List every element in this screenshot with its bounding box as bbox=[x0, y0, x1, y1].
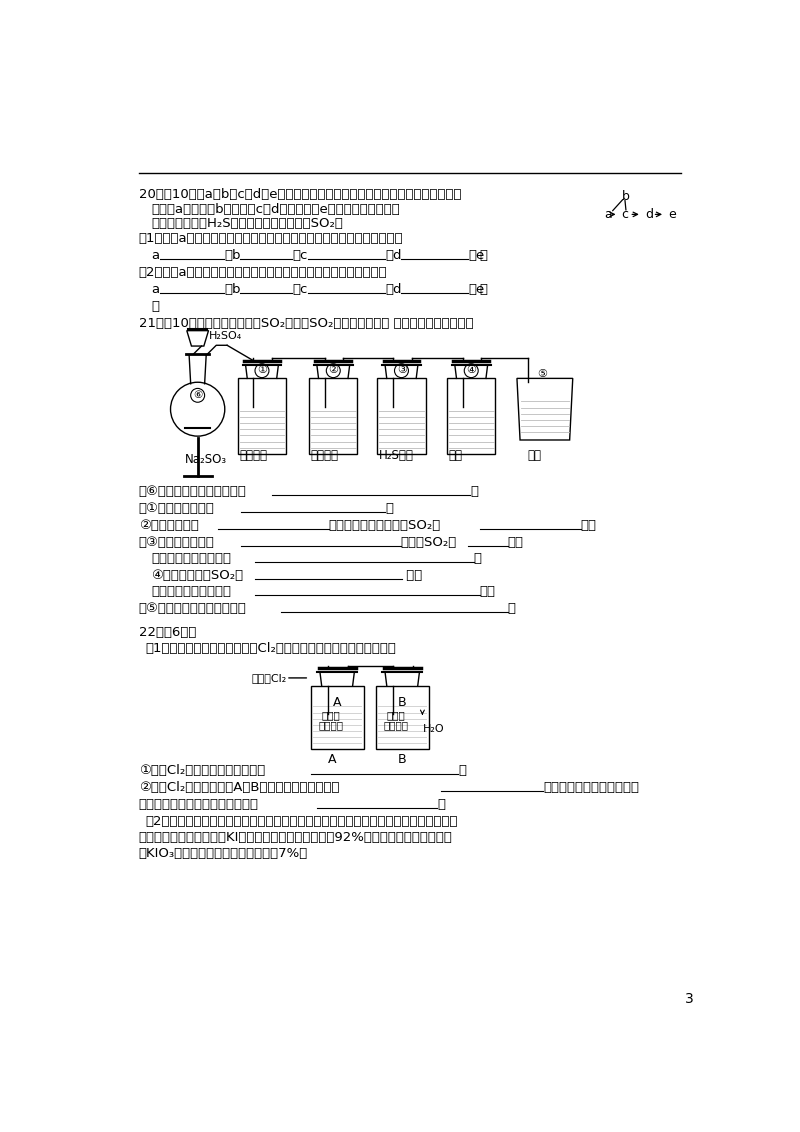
Text: 干燥的Cl₂: 干燥的Cl₂ bbox=[252, 674, 287, 684]
Text: B: B bbox=[398, 754, 406, 766]
Text: ①写出Cl₂与水反应的离子方程式: ①写出Cl₂与水反应的离子方程式 bbox=[138, 764, 265, 778]
Text: e: e bbox=[668, 208, 676, 221]
Text: 的水化物。已知H₂S在足量氧气中燃烧生成SO₂。: 的水化物。已知H₂S在足量氧气中燃烧生成SO₂。 bbox=[151, 217, 343, 231]
Text: ⑶③中的实验现象是: ⑶③中的实验现象是 bbox=[138, 537, 214, 549]
Text: （2）碘是人体不可缺少的微量元素，食盐中加入碘元素能有效防止缺碘引起的疾病。以: （2）碘是人体不可缺少的微量元素，食盐中加入碘元素能有效防止缺碘引起的疾病。以 bbox=[145, 815, 458, 827]
Text: 碘水: 碘水 bbox=[449, 449, 462, 462]
Text: A: A bbox=[328, 754, 337, 766]
Bar bbox=[378, 378, 426, 454]
Text: 发生化学反应方程式为: 发生化学反应方程式为 bbox=[151, 585, 231, 598]
Text: 。: 。 bbox=[151, 300, 159, 312]
Text: 。: 。 bbox=[480, 283, 488, 295]
Text: ②中的品红溶液: ②中的品红溶液 bbox=[138, 520, 198, 532]
Text: ；e: ；e bbox=[468, 283, 484, 295]
Text: 。: 。 bbox=[480, 249, 488, 261]
Text: 发生化学反应方程式为: 发生化学反应方程式为 bbox=[151, 552, 231, 565]
Text: （1）如果a是一种淡黄色粉末固体，试推断这五种物质（用名称表示）：: （1）如果a是一种淡黄色粉末固体，试推断这五种物质（用名称表示）： bbox=[138, 232, 403, 246]
Text: ⑤: ⑤ bbox=[537, 369, 547, 379]
Text: 湿润的: 湿润的 bbox=[386, 710, 406, 720]
Text: 红色布条: 红色布条 bbox=[384, 720, 409, 730]
Text: 干燥的: 干燥的 bbox=[322, 710, 341, 720]
Text: ②: ② bbox=[329, 366, 338, 376]
Circle shape bbox=[394, 363, 409, 378]
Text: ；c: ；c bbox=[292, 249, 307, 261]
Text: H₂SO₄: H₂SO₄ bbox=[210, 331, 242, 341]
Text: H₂O: H₂O bbox=[422, 724, 444, 735]
Text: B: B bbox=[398, 696, 406, 710]
Text: ⑴⑥中发生化学反应方程式为: ⑴⑥中发生化学反应方程式为 bbox=[138, 486, 246, 498]
Text: 品红试液: 品红试液 bbox=[310, 449, 339, 462]
Bar bbox=[310, 686, 363, 748]
Text: 。: 。 bbox=[458, 764, 466, 778]
Text: 21．（10分）下图是实验室制SO₂并验证SO₂某些性质的装置 图。请填写下列空白：: 21．（10分）下图是实验室制SO₂并验证SO₂某些性质的装置 图。请填写下列空… bbox=[138, 317, 474, 329]
Text: 。: 。 bbox=[437, 798, 445, 811]
Text: ；e: ；e bbox=[468, 249, 484, 261]
Text: ；d: ；d bbox=[386, 249, 402, 261]
Bar bbox=[447, 378, 495, 454]
Text: ⑵①中的实验现象为: ⑵①中的实验现象为 bbox=[138, 503, 214, 515]
Text: a: a bbox=[151, 249, 159, 261]
Text: ④: ④ bbox=[466, 366, 477, 376]
Text: 。: 。 bbox=[474, 552, 482, 565]
Text: 前在食盐中加入碘化钾（KI），放置一年后，碘流失约92%。现在食盐中加入碘酸钾: 前在食盐中加入碘化钾（KI），放置一年后，碘流失约92%。现在食盐中加入碘酸钾 bbox=[138, 831, 453, 844]
Bar bbox=[376, 686, 429, 748]
Text: A: A bbox=[333, 696, 341, 710]
Text: ③: ③ bbox=[397, 366, 407, 376]
Text: H₂S溶液: H₂S溶液 bbox=[379, 449, 414, 462]
Text: ；从化学实验的安全环保角: ；从化学实验的安全环保角 bbox=[543, 781, 639, 795]
Circle shape bbox=[190, 388, 205, 402]
Text: ；d: ；d bbox=[386, 283, 402, 295]
Circle shape bbox=[255, 363, 269, 378]
Text: c: c bbox=[622, 208, 629, 221]
Bar bbox=[238, 378, 286, 454]
Bar bbox=[310, 378, 358, 454]
Text: ⑷⑤中发生化学反应方程式为: ⑷⑤中发生化学反应方程式为 bbox=[138, 602, 246, 615]
Circle shape bbox=[326, 363, 340, 378]
Text: ；c: ；c bbox=[292, 283, 307, 295]
Text: （2）如果a是一种常见气体，试推断这五种物质（用化学式表示）：: （2）如果a是一种常见气体，试推断这五种物质（用化学式表示）： bbox=[138, 266, 387, 278]
Text: ；b: ；b bbox=[224, 283, 241, 295]
Text: 22．（6分）: 22．（6分） bbox=[138, 626, 196, 640]
Text: 石蕊试液: 石蕊试液 bbox=[239, 449, 267, 462]
Text: 。: 。 bbox=[508, 602, 516, 615]
Text: 度考虑，你认为还应增加的装置是: 度考虑，你认为还应增加的装置是 bbox=[138, 798, 258, 811]
Text: 碘水: 碘水 bbox=[528, 449, 542, 462]
Text: a: a bbox=[151, 283, 159, 295]
Text: 。．: 。． bbox=[480, 585, 496, 598]
Text: ；b: ；b bbox=[224, 249, 241, 261]
Text: 其中：a是单质；b是气体；c、d是氧化物；e是最高价氧化物对应: 其中：a是单质；b是气体；c、d是氧化物；e是最高价氧化物对应 bbox=[151, 203, 400, 216]
Text: （填实验现象），证明SO₂有: （填实验现象），证明SO₂有 bbox=[329, 520, 441, 532]
Text: ①: ① bbox=[258, 366, 267, 376]
Text: ，证明SO₂有: ，证明SO₂有 bbox=[401, 537, 457, 549]
Text: （KIO₃），在相同条件下碘仅损失约7%。: （KIO₃），在相同条件下碘仅损失约7%。 bbox=[138, 848, 308, 860]
Text: 性。: 性。 bbox=[581, 520, 597, 532]
Text: 。: 。 bbox=[470, 486, 478, 498]
Text: 红色布条: 红色布条 bbox=[318, 720, 343, 730]
Text: 性，: 性， bbox=[508, 537, 524, 549]
Text: d: d bbox=[645, 208, 653, 221]
Text: ，: ， bbox=[386, 503, 394, 515]
Text: a: a bbox=[605, 208, 612, 221]
Text: b: b bbox=[622, 190, 630, 203]
Circle shape bbox=[464, 363, 478, 378]
Text: 性，: 性， bbox=[402, 568, 422, 582]
Text: ⑥: ⑥ bbox=[193, 389, 202, 400]
Text: 20．（10分）a、b、c、d、e是含有一种相同元素的五种物质，可发生如下转化：: 20．（10分）a、b、c、d、e是含有一种相同元素的五种物质，可发生如下转化： bbox=[138, 188, 462, 201]
Text: Na₂SO₃: Na₂SO₃ bbox=[186, 453, 227, 466]
Text: ④中的实验证明SO₂有: ④中的实验证明SO₂有 bbox=[151, 568, 243, 582]
Text: 3: 3 bbox=[685, 992, 694, 1006]
Text: ②通入Cl₂后，从集气瓶A、B的现象可得出的结论是: ②通入Cl₂后，从集气瓶A、B的现象可得出的结论是 bbox=[138, 781, 339, 795]
Text: （1）某化学兴趣小组为了探究Cl₂的相关性质，设计了如下的实验。: （1）某化学兴趣小组为了探究Cl₂的相关性质，设计了如下的实验。 bbox=[145, 643, 396, 655]
